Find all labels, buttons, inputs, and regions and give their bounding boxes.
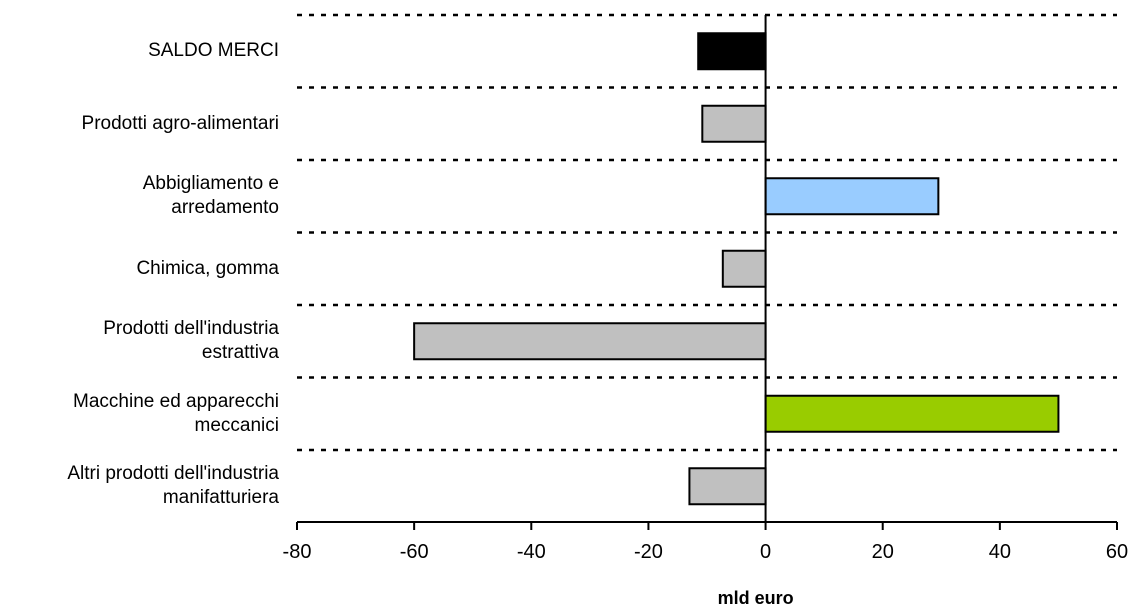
x-tick-label: 40 (989, 541, 1011, 563)
category-label: Prodotti dell'industria estrattiva (103, 318, 279, 364)
bar (701, 104, 767, 143)
bar (413, 322, 767, 361)
bar (764, 394, 1060, 433)
category-label: Prodotti agro-alimentari (81, 112, 279, 134)
x-tick-label: -40 (517, 541, 546, 563)
x-tick-label: 0 (760, 541, 771, 563)
x-tick-label: -60 (400, 541, 429, 563)
category-label: Altri prodotti dell'industria manifattur… (67, 463, 279, 509)
bar (688, 467, 767, 506)
category-label: Chimica, gomma (136, 257, 279, 279)
x-tick-label: 20 (872, 541, 894, 563)
category-label: Abbigliamento e arredamento (142, 173, 279, 219)
x-tick-label: -20 (634, 541, 663, 563)
category-label: Macchine ed apparecchi meccanici (73, 390, 279, 436)
category-label: SALDO MERCI (148, 40, 279, 62)
bar (697, 32, 767, 71)
bar (721, 249, 767, 288)
bar (764, 177, 940, 216)
x-tick-label: 60 (1106, 541, 1128, 563)
x-tick-label: -80 (283, 541, 312, 563)
x-axis-label: mld euro (718, 588, 794, 608)
